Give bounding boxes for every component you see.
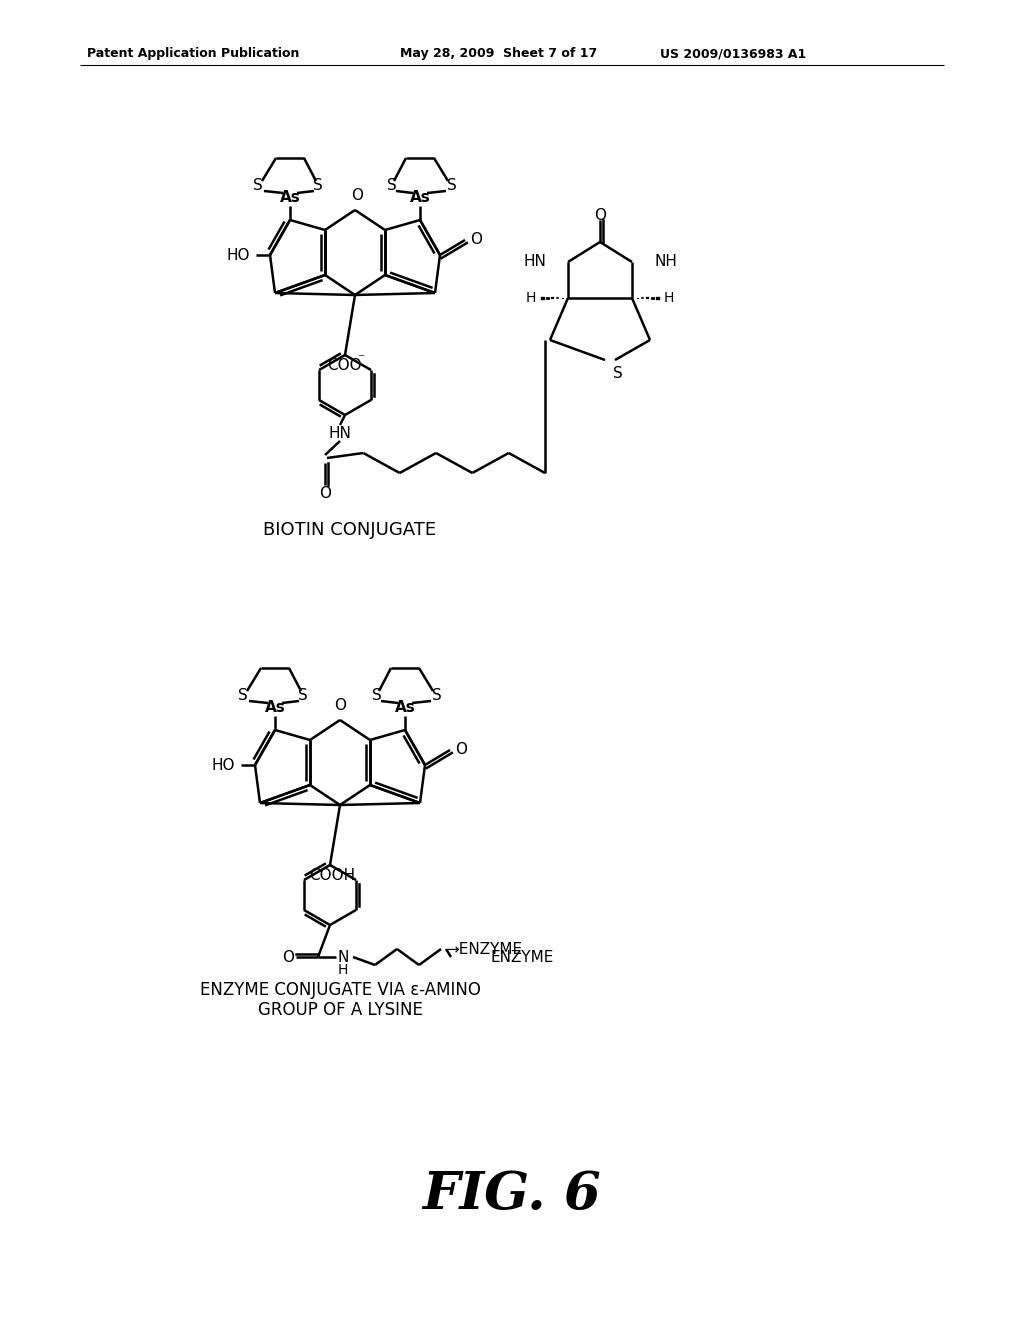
Text: BIOTIN CONJUGATE: BIOTIN CONJUGATE xyxy=(263,521,436,539)
Text: S: S xyxy=(447,178,457,194)
Text: As: As xyxy=(410,190,430,206)
Text: N: N xyxy=(337,949,349,965)
Text: S: S xyxy=(253,178,263,194)
Text: GROUP OF A LYSINE: GROUP OF A LYSINE xyxy=(258,1001,423,1019)
Text: O: O xyxy=(594,207,606,223)
Text: H: H xyxy=(338,964,348,977)
Text: O: O xyxy=(319,486,331,500)
Text: ENZYME: ENZYME xyxy=(490,949,554,965)
Text: O: O xyxy=(455,742,467,758)
Text: May 28, 2009  Sheet 7 of 17: May 28, 2009 Sheet 7 of 17 xyxy=(400,48,597,61)
Text: →ENZYME: →ENZYME xyxy=(446,941,522,957)
Text: O: O xyxy=(334,698,346,714)
Text: S: S xyxy=(372,689,382,704)
Text: FIG. 6: FIG. 6 xyxy=(423,1170,601,1221)
Text: H: H xyxy=(525,290,536,305)
Text: S: S xyxy=(613,366,623,380)
Text: ⁻: ⁻ xyxy=(357,352,365,366)
Text: HO: HO xyxy=(226,248,250,263)
Text: ENZYME CONJUGATE VIA ε-AMINO: ENZYME CONJUGATE VIA ε-AMINO xyxy=(200,981,480,999)
Text: S: S xyxy=(432,689,442,704)
Text: O: O xyxy=(351,189,362,203)
Text: HN: HN xyxy=(329,425,351,441)
Text: S: S xyxy=(387,178,397,194)
Text: O: O xyxy=(470,232,482,248)
Text: S: S xyxy=(313,178,323,194)
Text: S: S xyxy=(239,689,248,704)
Text: Patent Application Publication: Patent Application Publication xyxy=(87,48,299,61)
Text: HO: HO xyxy=(212,758,234,772)
Text: S: S xyxy=(298,689,308,704)
Text: COO: COO xyxy=(327,358,361,372)
Text: As: As xyxy=(264,701,286,715)
Text: NH: NH xyxy=(654,255,677,269)
Text: As: As xyxy=(280,190,300,206)
Text: HN: HN xyxy=(523,255,546,269)
Text: As: As xyxy=(394,701,416,715)
Text: H: H xyxy=(664,290,675,305)
Text: US 2009/0136983 A1: US 2009/0136983 A1 xyxy=(660,48,806,61)
Text: O: O xyxy=(282,949,294,965)
Text: COOH: COOH xyxy=(309,867,355,883)
